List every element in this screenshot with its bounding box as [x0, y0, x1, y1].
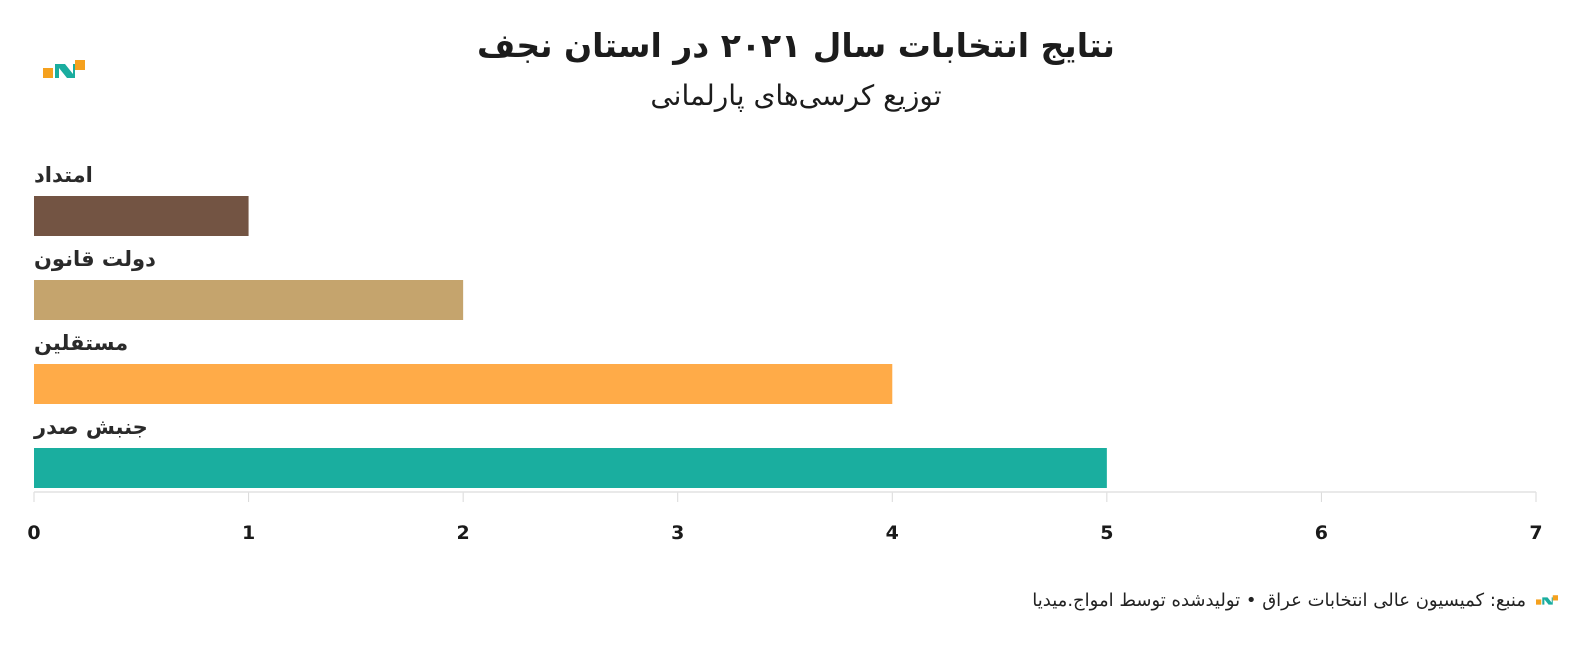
x-tick-label: 3: [671, 522, 684, 544]
category-label: دولت قانون: [34, 247, 156, 271]
bar: [34, 280, 464, 320]
x-tick-label: 4: [886, 522, 899, 544]
bar: [34, 364, 893, 404]
amwaj-small-logo-icon: [1536, 594, 1558, 605]
bar-chart: امتداد دولت قانون مستقلین جنبش صدر 0 1 2 3 4 5 6 7: [27, 163, 1542, 544]
x-tick-label: 2: [457, 522, 470, 544]
chart-subtitle: توزیع کرسی‌های پارلمانی: [650, 79, 942, 112]
footer: منبع: کمیسیون عالی انتخابات عراق • تولید…: [1032, 590, 1558, 611]
x-tick-label: 6: [1315, 522, 1328, 544]
x-tick-label: 0: [27, 522, 40, 544]
bar: [34, 448, 1107, 488]
bar: [34, 196, 249, 236]
amwaj-logo-icon: [43, 60, 85, 78]
x-tick-label: 1: [242, 522, 255, 544]
x-tick-label: 5: [1100, 522, 1113, 544]
source-text: منبع: کمیسیون عالی انتخابات عراق • تولید…: [1032, 590, 1526, 611]
x-tick-label: 7: [1529, 522, 1542, 544]
category-label: مستقلین: [34, 331, 128, 355]
chart-title: نتایج انتخابات سال ۲۰۲۱ در استان نجف: [477, 26, 1115, 65]
category-label: امتداد: [34, 163, 93, 187]
category-label: جنبش صدر: [33, 415, 148, 439]
